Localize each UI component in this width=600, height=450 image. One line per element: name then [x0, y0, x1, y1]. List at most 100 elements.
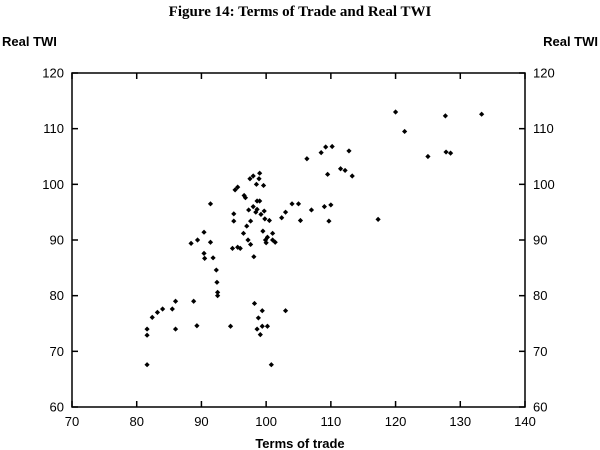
data-point	[231, 211, 237, 217]
data-point	[207, 239, 214, 245]
data-point	[245, 237, 251, 243]
y-tick-label-right: 110	[533, 121, 554, 136]
axis-ticks	[71, 72, 526, 408]
data-point	[248, 218, 254, 224]
data-point	[215, 293, 221, 299]
data-point	[254, 206, 260, 212]
data-point	[304, 156, 310, 162]
data-point	[282, 209, 289, 215]
data-point	[169, 306, 175, 312]
data-point	[263, 240, 269, 246]
data-point	[259, 308, 265, 314]
data-point	[144, 332, 150, 338]
y-tick-label-left: 100	[42, 177, 64, 192]
data-point	[227, 323, 234, 329]
data-point	[231, 218, 237, 224]
data-point	[154, 309, 161, 315]
data-point	[447, 150, 454, 156]
x-tick-label: 110	[320, 414, 341, 429]
data-point	[237, 245, 243, 251]
data-point	[260, 182, 267, 189]
x-tick-label: 120	[385, 414, 407, 429]
data-point	[257, 332, 263, 338]
data-point	[272, 239, 278, 245]
x-tick-label: 70	[65, 414, 79, 429]
data-point	[251, 300, 258, 307]
data-point	[270, 237, 276, 243]
data-point	[264, 323, 271, 329]
data-point	[282, 308, 289, 314]
y-tick-label-left: 90	[50, 233, 64, 248]
y-tick-label-right: 90	[533, 233, 547, 248]
data-point	[235, 184, 241, 190]
data-point	[240, 230, 247, 236]
x-tick-label: 140	[514, 414, 536, 429]
tick-labels: 70 80 90 100 110 120 130 140 120 120 110 110 100 100 9…	[42, 66, 554, 430]
y-tick-label-right: 80	[533, 288, 547, 303]
x-tick-label: 80	[129, 414, 143, 429]
data-point	[172, 298, 179, 304]
data-point	[242, 195, 249, 201]
data-point	[194, 323, 200, 329]
data-point	[255, 315, 261, 321]
data-point	[443, 149, 449, 155]
data-point	[253, 181, 260, 187]
data-point	[214, 279, 220, 285]
data-point	[425, 153, 431, 160]
plot-frame	[71, 72, 526, 408]
data-point	[256, 176, 262, 182]
data-point	[268, 362, 274, 368]
data-point	[260, 228, 266, 234]
data-point	[144, 362, 150, 368]
data-point	[261, 208, 267, 214]
data-point	[325, 171, 331, 177]
data-point	[244, 223, 250, 229]
data-point	[326, 218, 332, 224]
data-point	[149, 314, 155, 320]
data-points	[144, 109, 485, 368]
data-point	[328, 202, 334, 208]
data-point	[207, 201, 214, 207]
data-point	[295, 201, 302, 207]
data-point	[144, 326, 150, 332]
data-point	[172, 326, 179, 332]
data-point	[270, 230, 276, 236]
x-tick-label: 130	[449, 414, 471, 429]
data-point	[262, 216, 268, 222]
data-point	[289, 201, 295, 207]
data-point	[318, 150, 324, 156]
data-point	[254, 326, 260, 332]
chart-title: Figure 14: Terms of Trade and Real TWI	[169, 4, 432, 20]
data-point	[346, 148, 352, 154]
y-tick-label-right: 100	[533, 177, 555, 192]
data-point	[297, 217, 304, 224]
data-point	[479, 111, 485, 117]
y-tick-label-right: 120	[533, 66, 555, 81]
data-point	[215, 289, 221, 295]
x-tick-label: 90	[194, 414, 208, 429]
data-point	[257, 198, 263, 204]
data-point	[264, 234, 271, 240]
data-point	[250, 204, 256, 210]
data-point	[201, 229, 207, 235]
data-point	[308, 207, 315, 213]
data-point	[257, 170, 263, 176]
data-point	[321, 204, 327, 210]
data-point	[266, 217, 272, 224]
y-tick-label-left: 120	[42, 66, 64, 81]
y-tick-label-left: 70	[50, 344, 64, 359]
data-point	[194, 237, 201, 243]
data-point	[337, 166, 344, 172]
data-point	[392, 109, 399, 115]
y-tick-label-right: 70	[533, 344, 547, 359]
data-point	[258, 211, 264, 217]
data-point	[349, 173, 355, 179]
data-point	[442, 113, 449, 119]
data-point	[213, 267, 219, 273]
data-point	[279, 215, 285, 221]
data-point	[247, 176, 253, 182]
data-point	[201, 250, 207, 256]
data-point	[259, 323, 265, 329]
data-point	[342, 167, 348, 174]
